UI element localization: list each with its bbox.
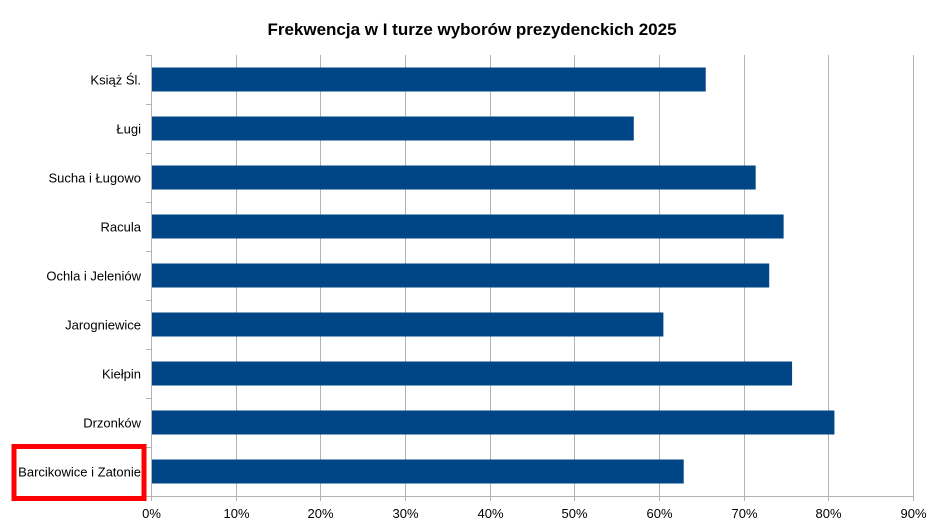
x-tick-label: 30% xyxy=(392,506,418,521)
x-tick-label: 80% xyxy=(815,506,841,521)
x-tick-label: 70% xyxy=(731,506,757,521)
bar xyxy=(152,361,793,386)
bar xyxy=(152,459,684,484)
bars xyxy=(152,67,835,484)
highlight-layer xyxy=(11,444,147,501)
category-label: Drzonków xyxy=(83,416,141,431)
chart-title: Frekwencja w I turze wyborów prezydencki… xyxy=(267,20,676,39)
x-tick-label: 60% xyxy=(646,506,672,521)
x-tick-label: 20% xyxy=(307,506,333,521)
x-tick-label: 50% xyxy=(561,506,587,521)
bar xyxy=(152,214,784,239)
category-label: Ochla i Jeleniów xyxy=(46,269,141,284)
bar xyxy=(152,312,664,337)
x-tick-label: 40% xyxy=(477,506,503,521)
x-tick-label: 10% xyxy=(223,506,249,521)
highlight-box xyxy=(11,444,147,501)
category-label: Racula xyxy=(101,220,142,235)
category-label: Kiełpin xyxy=(102,367,141,382)
bar xyxy=(152,67,706,92)
category-label: Ługi xyxy=(116,122,141,137)
category-label: Jarogniewice xyxy=(65,318,141,333)
bar xyxy=(152,165,756,190)
category-labels: Książ Śl. Ługi Sucha i Ługowo Racula Ochla i… xyxy=(18,73,142,480)
x-tick-label: 0% xyxy=(142,506,161,521)
x-tick-label: 90% xyxy=(900,506,926,521)
bar xyxy=(152,116,634,141)
x-axis-ticks: 0% 10% 20% 30% 40% 50% 60% 70% 80% 90% xyxy=(142,506,927,521)
category-label: Sucha i Ługowo xyxy=(48,171,141,186)
category-label: Książ Śl. xyxy=(90,73,141,88)
category-label: Barcikowice i Zatonie xyxy=(18,465,141,480)
bar xyxy=(152,263,770,288)
bar xyxy=(152,410,835,435)
